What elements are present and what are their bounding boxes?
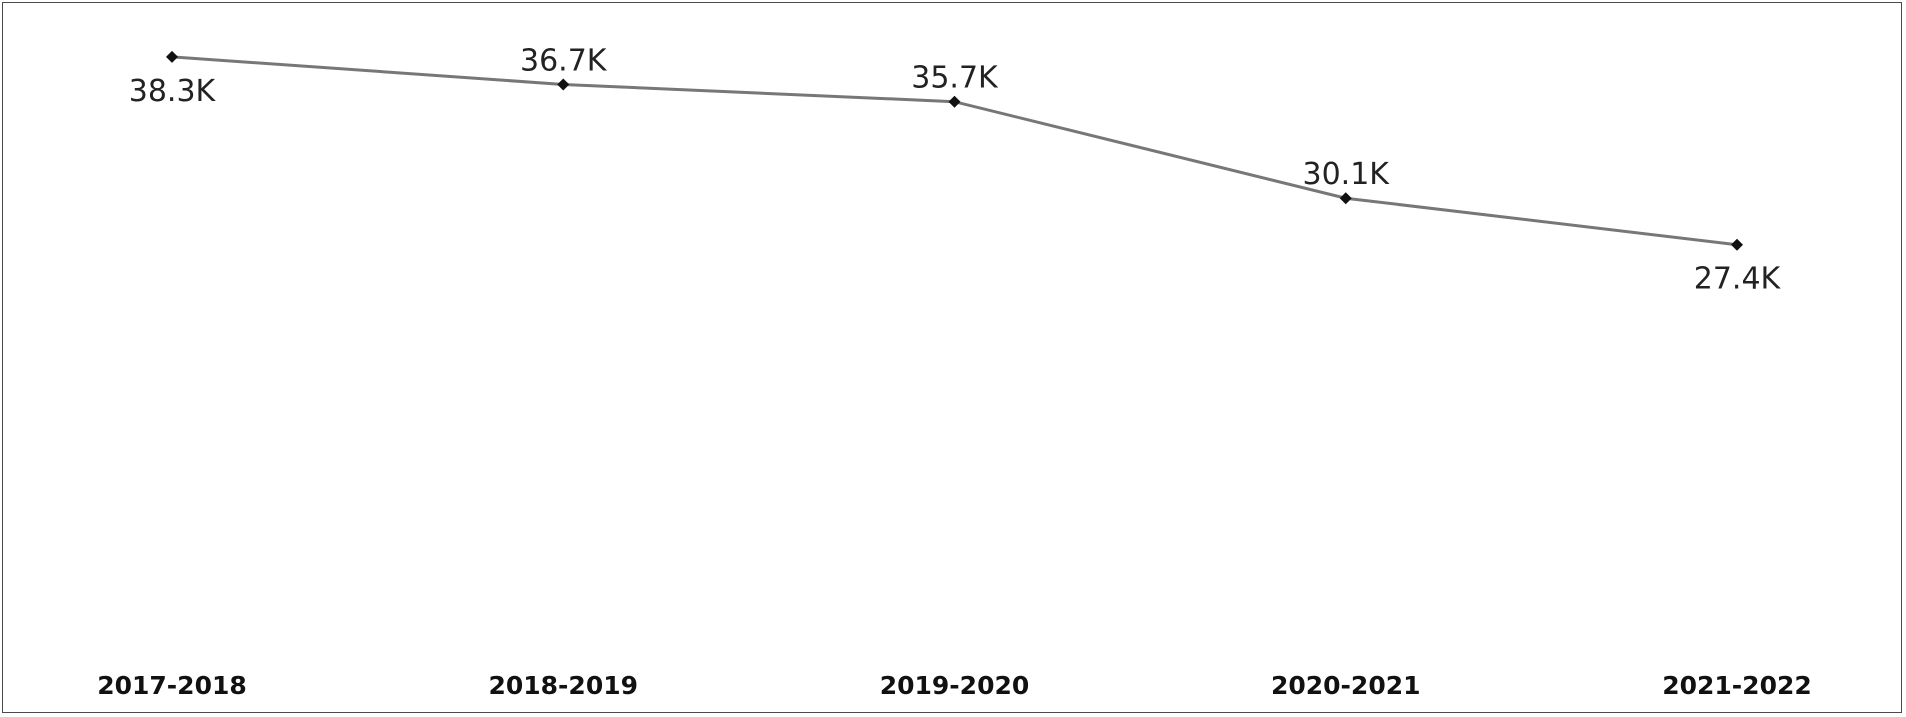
- x-tick-label: 2021-2022: [1662, 671, 1812, 700]
- data-point-2020-2021: [1339, 192, 1352, 205]
- data-label-2017-2018: 38.3K: [129, 74, 217, 109]
- data-label-2018-2019: 36.7K: [520, 43, 608, 78]
- x-tick-label: 2017-2018: [97, 671, 247, 700]
- data-label-2019-2020: 35.7K: [911, 61, 999, 96]
- data-point-2017-2018: [166, 50, 178, 63]
- data-label-2020-2021: 30.1K: [1303, 157, 1391, 192]
- x-tick-label: 2019-2020: [880, 671, 1030, 700]
- data-point-2018-2019: [557, 78, 570, 91]
- x-tick-label: 2018-2019: [488, 671, 638, 700]
- data-point-2019-2020: [948, 95, 961, 108]
- x-tick-label: 2020-2021: [1271, 671, 1421, 700]
- data-label-2021-2022: 27.4K: [1694, 262, 1782, 297]
- data-point-2021-2022: [1731, 238, 1743, 251]
